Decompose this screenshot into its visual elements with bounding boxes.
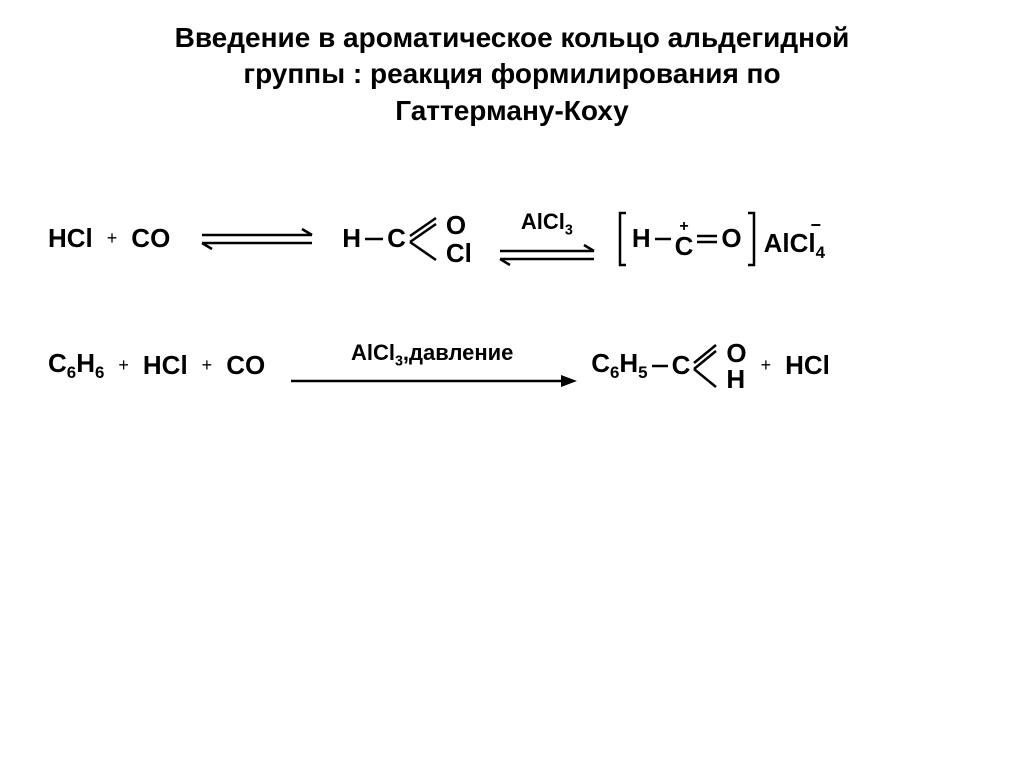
cation-o: O xyxy=(721,223,741,254)
hcl-2: HCl xyxy=(143,350,188,381)
aldehyde-h: H xyxy=(726,366,746,392)
plus-sign: + xyxy=(202,355,213,376)
anion-sub: 4 xyxy=(816,243,825,262)
formyl-c: C xyxy=(387,223,406,254)
benzene: C6H6 xyxy=(48,348,104,383)
reagent-hcl: HCl xyxy=(48,223,93,254)
cond-alcl3-sub: 3 xyxy=(395,353,403,369)
cation-c: C xyxy=(675,233,694,259)
reaction-row-1: HCl + CO H C O Cl AlCl3 xyxy=(20,209,1004,268)
catalyst-alcl3-sub: 3 xyxy=(565,223,573,239)
reaction-arrow: AlCl3,давление xyxy=(287,340,577,391)
aldehyde-c: C xyxy=(672,350,691,381)
formyl-cl: Cl xyxy=(446,240,472,266)
title: Введение в ароматическое кольцо альдегид… xyxy=(20,20,1004,129)
plus-sign: + xyxy=(118,355,129,376)
title-line3: Гаттерману-Коху xyxy=(395,95,629,126)
cond-pressure: ,давление xyxy=(403,340,514,365)
title-line2: группы : реакция формилирования по xyxy=(243,58,780,89)
equilibrium-arrow-1 xyxy=(192,225,322,253)
reaction-row-2: C6H6 + HCl + CO AlCl3,давление C6H5 C O … xyxy=(20,339,1004,393)
aldehyde-o: O xyxy=(726,340,746,366)
co-2: CO xyxy=(226,350,265,381)
benzaldehyde: C6H5 C O H xyxy=(591,339,746,393)
title-line1: Введение в ароматическое кольцо альдегид… xyxy=(175,22,850,53)
cation-h: H xyxy=(632,223,651,254)
catalyst-alcl3: AlCl xyxy=(521,209,565,234)
formyl-cation: H + C O xyxy=(616,211,758,267)
byproduct-hcl: HCl xyxy=(785,350,830,381)
equilibrium-arrow-2: AlCl3 xyxy=(492,209,602,268)
anion-alcl: AlCl xyxy=(764,228,816,258)
plus-sign: + xyxy=(107,228,118,249)
formyl-chloride: H C O Cl xyxy=(342,212,472,266)
plus-sign: + xyxy=(761,355,772,376)
formyl-h: H xyxy=(342,223,361,254)
cond-alcl3: AlCl xyxy=(351,340,395,365)
reagent-co: CO xyxy=(131,223,170,254)
alcl4-anion: − AlCl4 xyxy=(764,216,825,262)
formyl-o: O xyxy=(446,212,472,238)
